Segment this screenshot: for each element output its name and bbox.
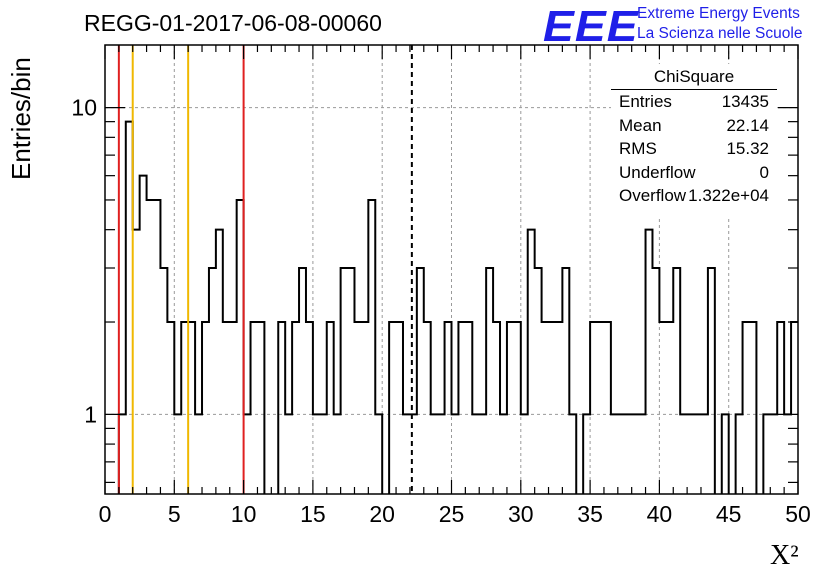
x-tick-label: 15 xyxy=(300,501,326,527)
plot-title: REGG-01-2017-06-08-00060 xyxy=(84,10,382,36)
stats-value: 22.14 xyxy=(726,115,769,135)
logo-line-2: La Scienza nelle Scuole xyxy=(637,25,803,42)
x-tick-label: 10 xyxy=(231,501,257,527)
stats-value: 1.322e+04 xyxy=(688,186,769,205)
y-tick-label: 1 xyxy=(84,401,97,427)
stats-label: Underflow xyxy=(619,162,696,182)
stats-row-entries: Entries 13435 xyxy=(611,90,777,114)
stats-row-overflow: Overflow 1.322e+04 xyxy=(611,184,777,208)
stats-row-mean: Mean 22.14 xyxy=(611,114,777,138)
x-tick-label: 35 xyxy=(577,501,603,527)
histogram-bars xyxy=(117,120,798,494)
x-tick-label: 40 xyxy=(647,501,673,527)
eee-logo: EEE xyxy=(543,2,639,51)
x-tick-label: 45 xyxy=(716,501,742,527)
stats-label: Mean xyxy=(619,115,662,135)
stats-row-underflow: Underflow 0 xyxy=(611,161,777,185)
stats-box: ChiSquare Entries 13435 Mean 22.14 RMS 1… xyxy=(611,64,777,216)
stats-value: 0 xyxy=(759,162,769,182)
x-axis-label: X² xyxy=(770,540,799,571)
stats-label: Entries xyxy=(619,92,672,111)
x-tick-label: 30 xyxy=(508,501,534,527)
x-tick-label: 50 xyxy=(785,501,811,527)
stats-value: 13435 xyxy=(721,92,769,111)
x-tick-label: 0 xyxy=(99,501,112,527)
logo-line-1: Extreme Energy Events xyxy=(637,5,800,22)
x-tick-label: 20 xyxy=(369,501,395,527)
stats-title: ChiSquare xyxy=(611,64,777,90)
stats-label: Overflow xyxy=(619,186,687,205)
stats-label: RMS xyxy=(619,139,657,158)
x-tick-label: 5 xyxy=(168,501,181,527)
x-tick-label: 25 xyxy=(439,501,465,527)
y-tick-label: 10 xyxy=(71,95,97,121)
stats-value: 15.32 xyxy=(726,139,769,158)
stats-row-rms: RMS 15.32 xyxy=(611,137,777,161)
y-axis-label: Entries/bin xyxy=(6,57,36,180)
